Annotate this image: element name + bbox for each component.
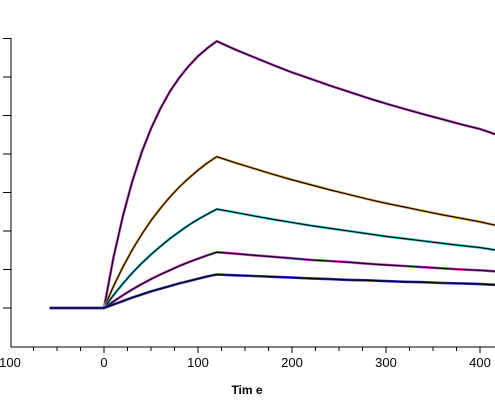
x-axis: 100 0 100 200 300 400 (0, 346, 495, 370)
series-2-fit-line (49, 208, 495, 309)
x-tick-label-2: 100 (187, 355, 209, 370)
x-tick-label-0: 100 (0, 355, 21, 370)
y-axis (3, 38, 12, 347)
x-tick-label-3: 200 (281, 355, 303, 370)
x-tick-label-4: 300 (375, 355, 397, 370)
x-tick-label-1: 0 (100, 355, 107, 370)
series-1-fit-line (49, 156, 495, 309)
series-4-fit-line (49, 273, 495, 309)
x-tick-label-5: 400 (469, 355, 491, 370)
series-0-fit-line (49, 40, 495, 309)
series-layer (49, 39, 495, 310)
x-axis-title: Tim e (231, 383, 262, 397)
series-2-data-trace (49, 207, 495, 310)
series-1-data-trace (49, 155, 495, 310)
series-3-fit-line (49, 251, 495, 309)
